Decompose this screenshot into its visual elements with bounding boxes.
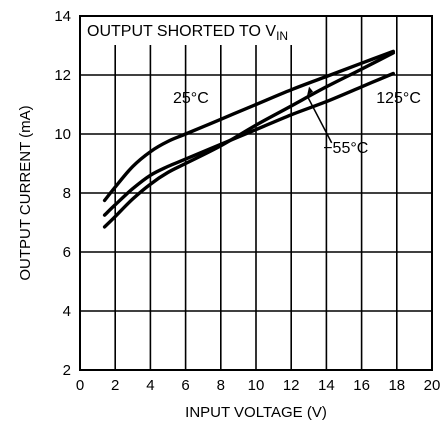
x-tick-label: 8 <box>217 377 225 394</box>
curves <box>102 49 395 229</box>
x-axis-label: INPUT VOLTAGE (V) <box>185 404 327 421</box>
x-tick-label: 20 <box>424 377 441 394</box>
x-tick-label: 4 <box>146 377 154 394</box>
y-tick-label: 6 <box>63 244 71 261</box>
annotation-subscript: IN <box>276 29 288 43</box>
x-tick-label: 0 <box>76 377 84 394</box>
annotation-text: OUTPUT SHORTED TO VIN <box>87 23 288 43</box>
series-label-1: 125°C <box>376 90 421 107</box>
x-tick-label: 16 <box>353 377 370 394</box>
y-tick-label: 4 <box>63 303 71 320</box>
series-labels: 25°C 125°C −55°C <box>173 86 421 157</box>
y-tick-label: 8 <box>63 185 71 202</box>
annotation-main: OUTPUT SHORTED TO V <box>87 23 276 40</box>
series-line-1 <box>102 71 395 217</box>
series-line-2 <box>102 51 395 229</box>
leader-line <box>306 95 333 144</box>
x-tick-label: 14 <box>318 377 335 394</box>
series-label-2: −55°C <box>323 140 368 157</box>
series-label-0: 25°C <box>173 90 209 107</box>
annotation-background <box>81 17 293 45</box>
x-tick-label: 2 <box>111 377 119 394</box>
y-tick-label: 14 <box>54 8 71 25</box>
plot-frame <box>79 15 433 371</box>
series-line-0 <box>102 49 395 203</box>
x-tick-label: 12 <box>283 377 300 394</box>
grid <box>79 15 433 371</box>
y-axis-label: OUTPUT CURRENT (mA) <box>17 105 34 280</box>
leader-arrowhead <box>307 86 314 96</box>
y-tick-label: 2 <box>63 362 71 379</box>
y-tick-label: 10 <box>54 126 71 143</box>
x-tick-label: 10 <box>248 377 265 394</box>
x-tick-label: 6 <box>181 377 189 394</box>
y-tick-label: 12 <box>54 67 71 84</box>
x-tick-label: 18 <box>388 377 405 394</box>
